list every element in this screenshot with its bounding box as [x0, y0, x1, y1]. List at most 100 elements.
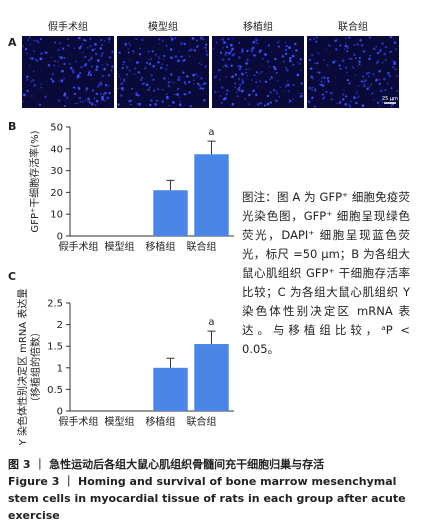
- cell-nucleus: [396, 75, 399, 78]
- cell-nucleus: [297, 93, 299, 95]
- cell-nucleus: [150, 99, 153, 102]
- cell-nucleus: [220, 101, 223, 104]
- cell-nucleus: [136, 103, 138, 105]
- cell-nucleus: [108, 55, 112, 59]
- cell-nucleus: [71, 69, 75, 73]
- cell-nucleus: [238, 86, 241, 89]
- cell-nucleus: [279, 86, 281, 89]
- cell-nucleus: [103, 93, 105, 96]
- cell-nucleus: [88, 101, 92, 104]
- cell-nucleus: [228, 58, 231, 61]
- cell-nucleus: [106, 96, 110, 100]
- cell-nucleus: [131, 87, 134, 90]
- cell-nucleus: [63, 62, 66, 66]
- cell-nucleus: [127, 48, 130, 50]
- x-tick-label: 假手术组: [59, 240, 99, 253]
- cell-nucleus: [122, 63, 124, 66]
- cell-nucleus: [95, 65, 99, 69]
- cell-nucleus: [270, 76, 273, 79]
- cell-nucleus: [111, 65, 114, 68]
- cell-nucleus: [51, 80, 55, 83]
- cell-nucleus: [252, 41, 256, 44]
- cell-nucleus: [137, 71, 141, 74]
- cell-nucleus: [286, 68, 289, 72]
- cell-nucleus: [188, 91, 191, 94]
- cell-nucleus: [256, 41, 259, 44]
- cell-nucleus: [99, 81, 103, 85]
- cell-nucleus: [388, 74, 392, 78]
- cell-nucleus: [311, 88, 314, 91]
- cell-nucleus: [316, 71, 319, 73]
- cell-nucleus: [188, 80, 191, 84]
- cell-nucleus: [262, 58, 264, 60]
- cell-nucleus: [358, 57, 361, 60]
- cell-nucleus: [176, 93, 179, 96]
- cell-nucleus: [228, 51, 231, 55]
- cell-nucleus: [264, 53, 267, 56]
- cell-nucleus: [345, 42, 347, 44]
- cell-nucleus: [154, 53, 157, 56]
- y-tick-label: 0.5: [47, 385, 63, 396]
- cell-nucleus: [320, 83, 323, 87]
- cell-nucleus: [330, 98, 333, 101]
- cell-nucleus: [33, 70, 35, 72]
- cell-nucleus: [201, 84, 204, 87]
- y-axis-title: （移植组的倍数）: [29, 327, 42, 407]
- cell-nucleus: [69, 66, 73, 70]
- cell-nucleus: [390, 50, 392, 53]
- cell-nucleus: [195, 73, 197, 75]
- cell-nucleus: [396, 89, 399, 93]
- cell-nucleus: [387, 72, 389, 75]
- cell-nucleus: [318, 71, 321, 74]
- cell-nucleus: [22, 93, 26, 97]
- cell-nucleus: [198, 83, 201, 87]
- cell-nucleus: [26, 79, 28, 81]
- cell-nucleus: [246, 58, 249, 62]
- cell-nucleus: [286, 80, 289, 82]
- cell-nucleus: [313, 37, 315, 40]
- cell-nucleus: [276, 92, 278, 95]
- cell-nucleus: [288, 101, 291, 104]
- cell-nucleus: [261, 71, 263, 73]
- cell-nucleus: [246, 49, 249, 53]
- cell-nucleus: [162, 58, 165, 61]
- cell-nucleus: [285, 67, 287, 69]
- fluorescence-image: [117, 36, 209, 108]
- cell-nucleus: [100, 93, 102, 95]
- y-tick-label: 50: [50, 123, 63, 134]
- cell-nucleus: [96, 85, 100, 88]
- cell-nucleus: [179, 79, 181, 81]
- cell-nucleus: [158, 43, 160, 45]
- cell-nucleus: [84, 99, 87, 101]
- cell-nucleus: [309, 38, 312, 41]
- cell-nucleus: [387, 81, 389, 83]
- panel-label: B: [8, 120, 16, 133]
- cell-nucleus: [178, 50, 180, 52]
- cell-nucleus: [221, 58, 225, 61]
- cell-nucleus: [51, 73, 55, 76]
- error-bar: [166, 179, 175, 191]
- cell-nucleus: [325, 49, 327, 51]
- cell-nucleus: [152, 78, 155, 82]
- cell-nucleus: [241, 50, 244, 53]
- significance-label: a: [208, 127, 214, 138]
- cell-nucleus: [271, 51, 273, 53]
- x-tick-label: 假手术组: [59, 415, 99, 428]
- cell-nucleus: [110, 69, 113, 72]
- bar: [194, 344, 229, 411]
- cell-nucleus: [188, 55, 191, 58]
- cell-nucleus: [47, 64, 51, 67]
- cell-nucleus: [162, 89, 164, 91]
- cell-nucleus: [91, 48, 95, 52]
- cell-nucleus: [76, 102, 79, 104]
- cell-nucleus: [327, 79, 330, 82]
- cell-nucleus: [170, 73, 173, 76]
- cell-nucleus: [342, 93, 345, 96]
- cell-nucleus: [94, 104, 97, 106]
- y-tick-label: 30: [50, 166, 63, 177]
- cell-nucleus: [66, 44, 69, 47]
- cell-nucleus: [352, 67, 355, 69]
- cell-nucleus: [266, 94, 269, 98]
- cell-nucleus: [259, 101, 263, 105]
- cell-nucleus: [231, 75, 234, 79]
